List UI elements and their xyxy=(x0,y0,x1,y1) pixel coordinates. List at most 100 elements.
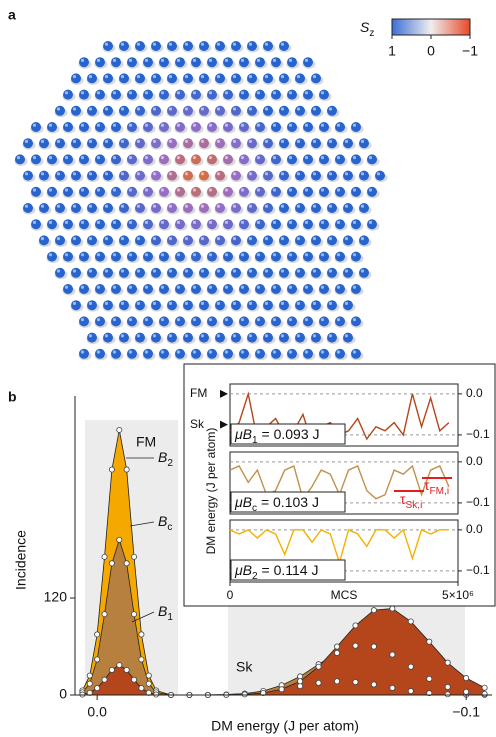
spin xyxy=(63,89,73,100)
spin xyxy=(343,267,353,278)
spin-highlight xyxy=(256,188,261,192)
spin-highlight xyxy=(232,75,237,79)
spin-highlight xyxy=(240,253,245,257)
spin xyxy=(223,316,233,327)
spin xyxy=(143,186,153,197)
colorbar-tick-label: 1 xyxy=(388,43,396,59)
spin xyxy=(111,219,121,230)
spin xyxy=(159,251,169,262)
spin-highlight xyxy=(120,139,125,143)
spin-highlight xyxy=(72,107,77,111)
spin-highlight xyxy=(72,139,77,143)
spin xyxy=(327,332,337,343)
spin-highlight xyxy=(208,253,213,257)
spin-highlight xyxy=(344,139,349,143)
spin-highlight xyxy=(96,253,101,257)
spin xyxy=(79,122,89,132)
spin xyxy=(135,267,145,278)
spin xyxy=(223,219,233,230)
spin-highlight xyxy=(272,58,277,63)
spin-highlight xyxy=(136,301,141,305)
spin xyxy=(39,235,49,246)
value-box-text: μB2 = 0.114 J xyxy=(234,562,318,582)
spin-highlight xyxy=(128,91,133,95)
spin xyxy=(239,284,249,294)
spin xyxy=(239,348,249,359)
spin-highlight xyxy=(240,318,245,322)
spin-highlight xyxy=(352,188,357,192)
spin-highlight xyxy=(176,123,181,127)
spin xyxy=(95,186,105,197)
spin-highlight xyxy=(288,220,293,224)
point xyxy=(426,675,433,682)
spin xyxy=(103,235,113,246)
spin xyxy=(111,251,121,262)
spin xyxy=(199,235,209,246)
label-leader xyxy=(129,521,155,527)
y-axis-label: DM energy (J per atom) xyxy=(204,428,218,555)
spin xyxy=(191,154,201,165)
box-prefix: μB xyxy=(234,562,252,578)
spin-highlight xyxy=(120,334,125,338)
spin-highlight xyxy=(64,156,69,160)
point xyxy=(370,681,377,688)
spin xyxy=(207,316,217,327)
spin-highlight xyxy=(112,123,117,127)
spin xyxy=(351,251,361,262)
spin xyxy=(79,89,89,100)
spin xyxy=(103,105,113,116)
spin xyxy=(231,138,241,149)
point xyxy=(116,536,123,543)
spin-highlight xyxy=(96,220,101,224)
point xyxy=(86,680,93,687)
spin-highlight xyxy=(96,318,101,322)
spin-highlight xyxy=(128,188,133,192)
spin xyxy=(215,203,225,213)
spin xyxy=(103,73,113,84)
y-tick-label: 0 xyxy=(59,686,67,702)
spin xyxy=(127,348,137,359)
spin xyxy=(103,41,113,51)
spin xyxy=(143,316,153,327)
spin-highlight xyxy=(40,204,45,208)
spin-highlight xyxy=(288,58,293,63)
spin xyxy=(279,170,289,181)
point xyxy=(297,678,304,685)
spin-highlight xyxy=(128,58,133,63)
spin-highlight xyxy=(120,172,125,176)
spin xyxy=(207,186,217,197)
spin-highlight xyxy=(184,269,189,273)
spin-highlight xyxy=(264,42,269,46)
point xyxy=(94,685,101,692)
spin xyxy=(167,73,177,84)
spin xyxy=(71,235,81,246)
spin-highlight xyxy=(208,285,213,289)
spin-highlight xyxy=(216,75,221,79)
spin-highlight xyxy=(320,253,325,257)
spin-highlight xyxy=(352,253,357,257)
spin xyxy=(223,57,233,68)
spin-highlight xyxy=(80,220,85,224)
spin-highlight xyxy=(168,75,173,79)
spin-highlight xyxy=(80,91,85,95)
spin xyxy=(175,122,185,132)
spin xyxy=(271,251,281,262)
spin xyxy=(127,57,137,68)
spin xyxy=(151,138,161,149)
spin-highlight xyxy=(80,253,85,257)
point xyxy=(426,638,433,645)
level-arrow xyxy=(220,389,228,398)
spin-highlight xyxy=(256,285,261,289)
spin xyxy=(247,73,257,84)
spin-highlight xyxy=(320,123,325,127)
point xyxy=(389,684,396,691)
spin-highlight xyxy=(16,156,21,160)
spin-highlight xyxy=(264,334,269,338)
y-tick-label: −0.1 xyxy=(466,427,490,441)
spin xyxy=(47,251,57,262)
spin-highlight xyxy=(184,107,189,111)
spin xyxy=(343,170,353,181)
spin xyxy=(359,203,369,213)
x-tick-label: 0.0 xyxy=(87,704,107,720)
spin xyxy=(263,235,273,246)
